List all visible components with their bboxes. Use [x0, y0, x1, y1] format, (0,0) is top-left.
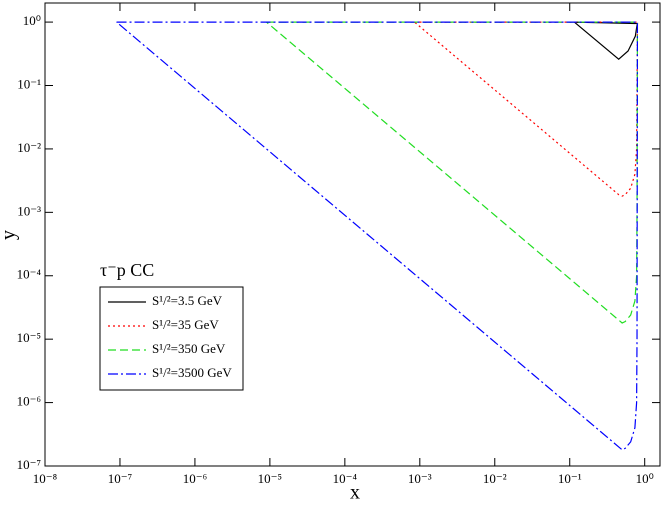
plot-frame [44, 2, 661, 467]
x-tick-label: 10⁻⁸ [33, 471, 58, 486]
x-tick-label: 10⁻² [483, 471, 507, 486]
x-tick-label: 10⁻⁵ [258, 471, 282, 486]
y-tick-label: 10⁰ [23, 13, 41, 28]
y-tick-label: 10⁻⁵ [17, 330, 41, 345]
annotation: τ⁻p CC [100, 260, 154, 280]
legend-label: S¹/²=35 GeV [152, 317, 219, 332]
y-tick-label: 10⁻⁷ [17, 457, 41, 472]
series-line [414, 21, 639, 197]
legend-label: S¹/²=3500 GeV [152, 365, 232, 380]
x-tick-label: 10⁻³ [408, 471, 432, 486]
series-line [116, 21, 639, 451]
x-tick-label: 10⁻¹ [558, 471, 582, 486]
y-tick-label: 10⁻³ [17, 203, 41, 218]
y-tick-label: 10⁻² [17, 140, 41, 155]
x-tick-label: 10⁻⁶ [183, 471, 207, 486]
x-axis-label: x [350, 482, 360, 504]
x-tick-label: 10⁰ [636, 471, 654, 486]
y-tick-label: 10⁻⁶ [17, 394, 41, 409]
y-tick-label: 10⁻⁴ [17, 267, 42, 282]
legend-box [99, 286, 244, 391]
y-tick-label: 10⁻¹ [17, 76, 41, 91]
series-line [573, 21, 639, 60]
series-line [266, 21, 639, 324]
y-axis-label: y [0, 230, 20, 240]
x-tick-label: 10⁻⁴ [333, 471, 358, 486]
legend-label: S¹/²=3.5 GeV [152, 293, 223, 308]
legend-label: S¹/²=350 GeV [152, 341, 226, 356]
x-tick-label: 10⁻⁷ [108, 471, 132, 486]
